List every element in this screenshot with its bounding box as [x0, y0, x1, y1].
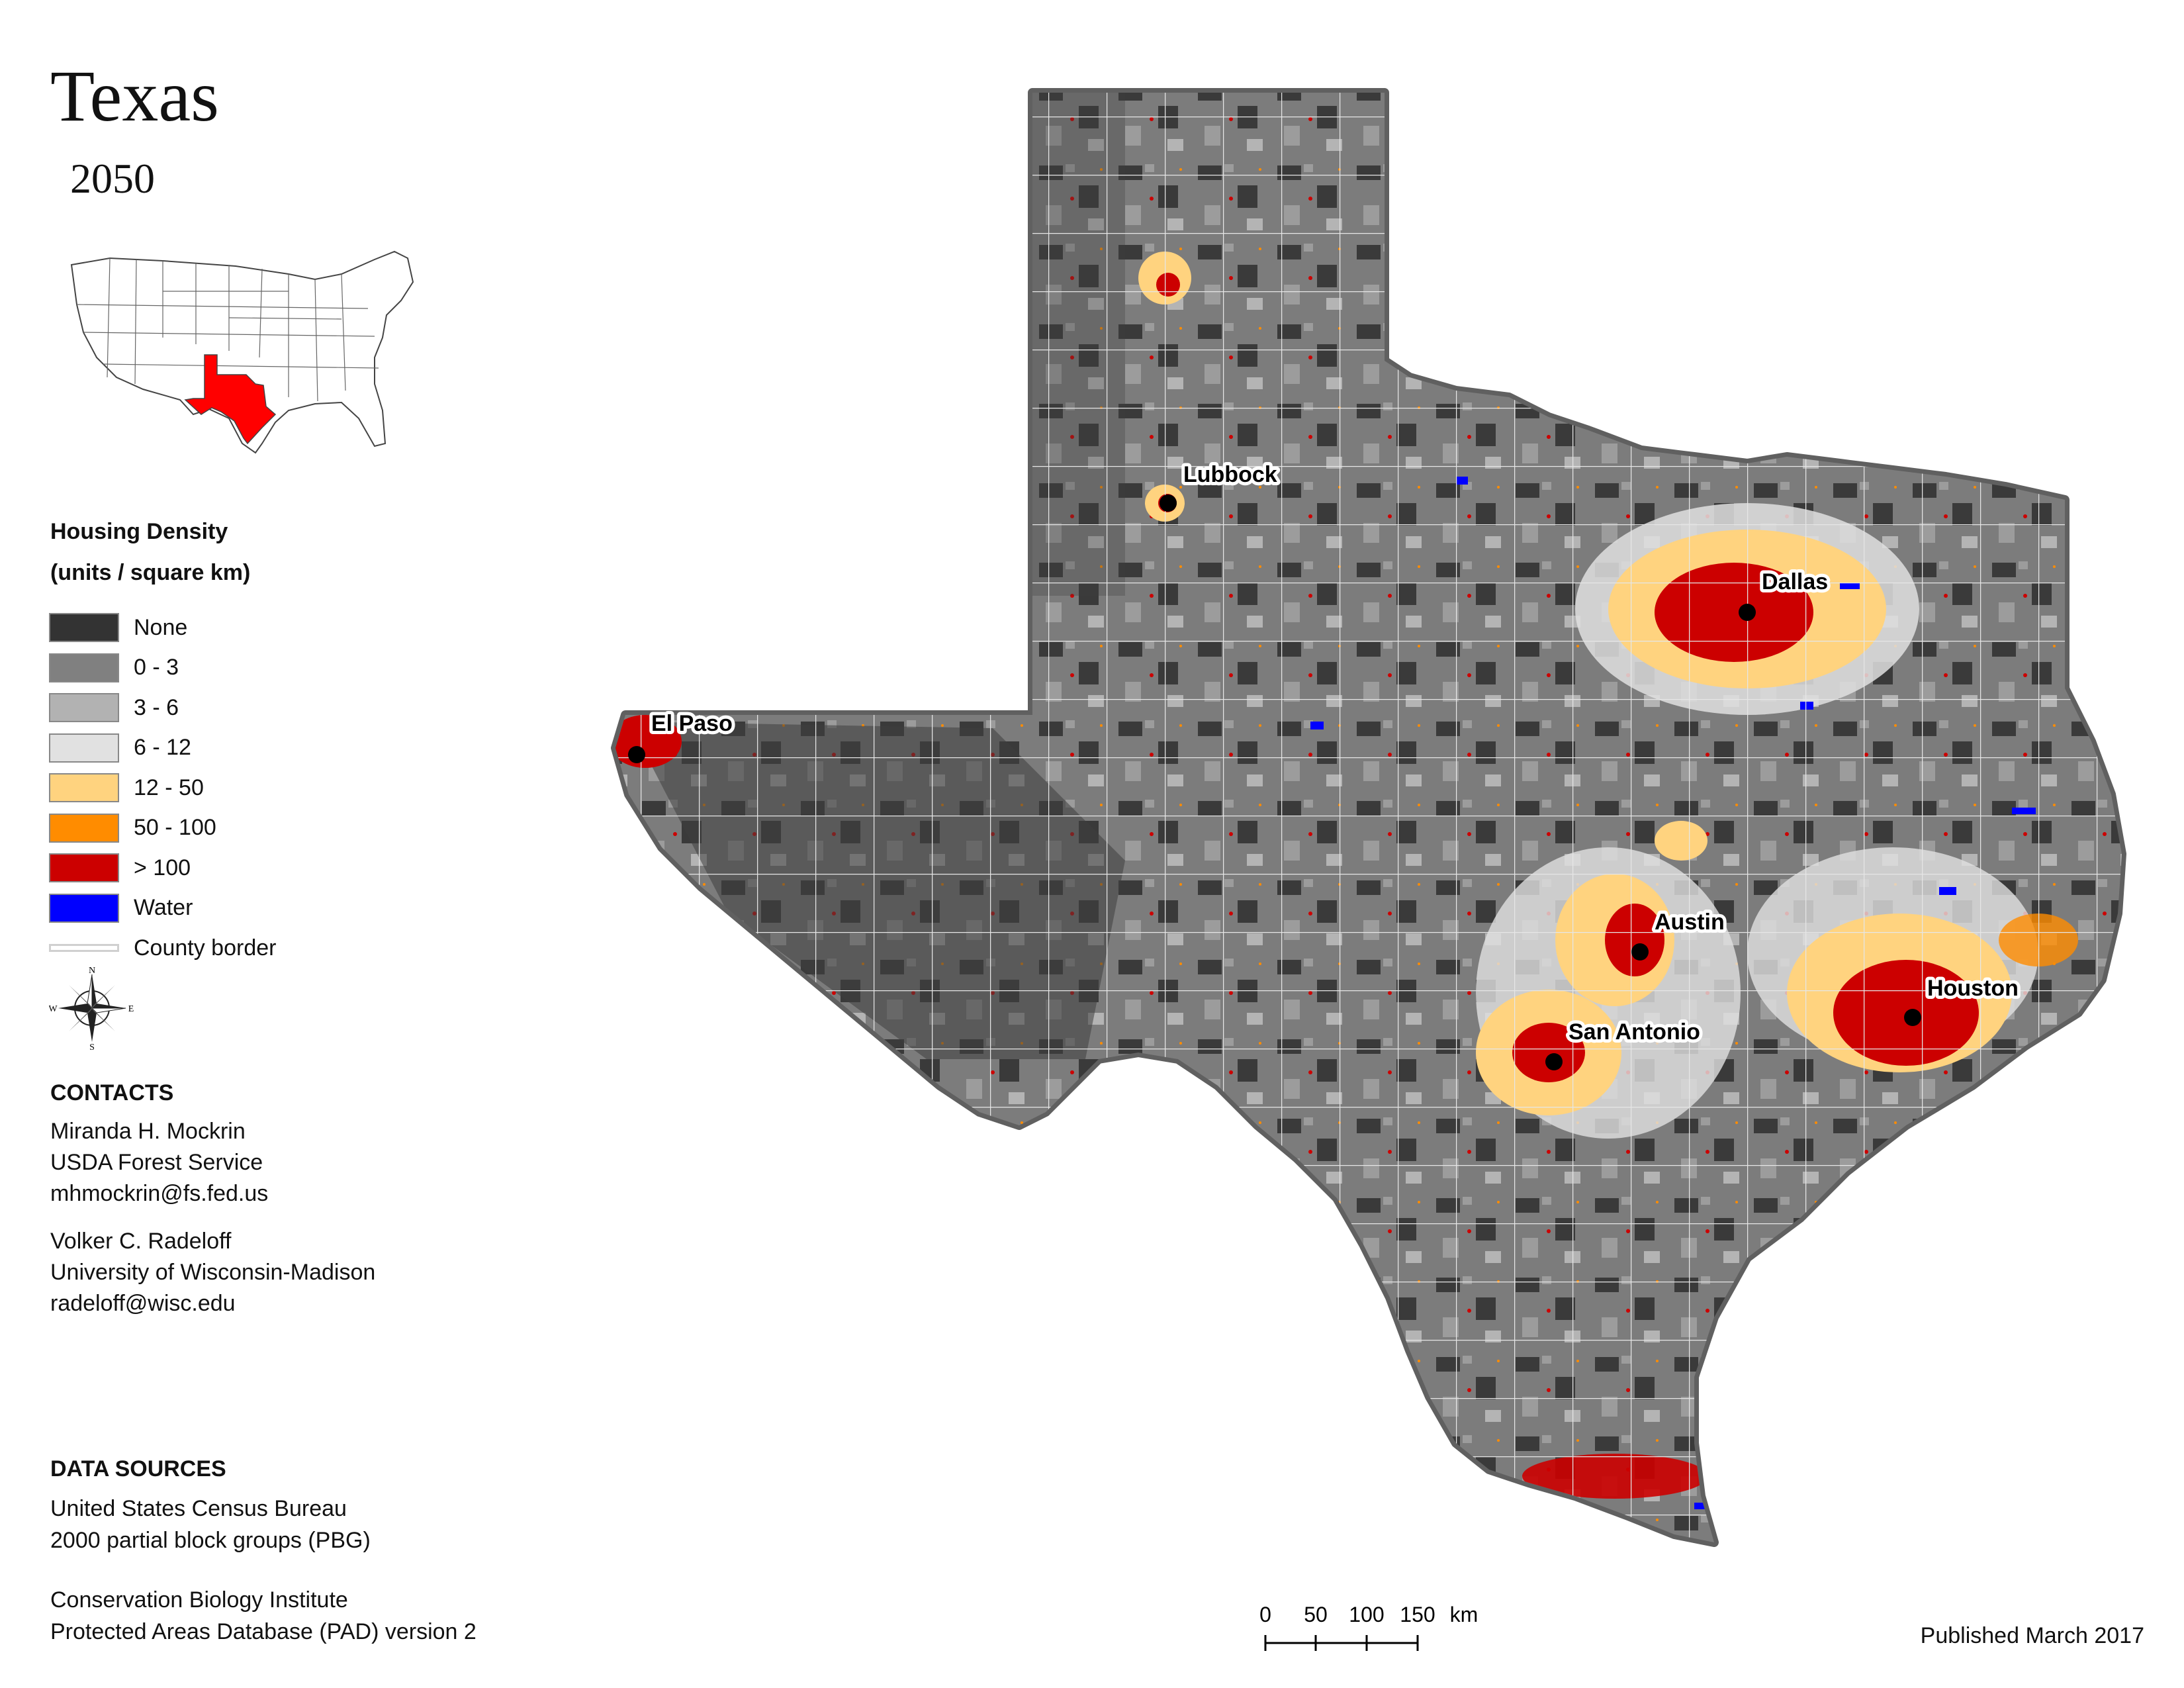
us-state-lines: [76, 258, 379, 402]
legend-item-6-12: 6 - 12: [49, 728, 276, 769]
legend-swatch: [49, 613, 119, 643]
city-label-lubbock: Lubbock: [1183, 462, 1277, 487]
legend-label: > 100: [134, 855, 191, 880]
scale-tick-0: 0: [1259, 1603, 1271, 1626]
map-year: 2050: [70, 155, 155, 202]
legend-swatch-line: [49, 944, 119, 953]
scale-tick-100: 100: [1349, 1603, 1384, 1626]
contact-org: University of Wisconsin-Madison: [50, 1260, 376, 1285]
legend-label: 50 - 100: [134, 815, 216, 841]
legend-title: Housing Density: [50, 519, 228, 544]
scale-bar: 0 50 100 150 km: [1259, 1603, 1478, 1651]
legend-label: 0 - 3: [134, 655, 179, 680]
city-point: [1739, 604, 1756, 621]
data-source-line: United States Census Bureau: [50, 1496, 347, 1521]
legend-swatch: [49, 773, 119, 803]
texas-highlight: [184, 354, 277, 445]
published-date: Published March 2017: [1920, 1623, 2144, 1648]
legend-swatch: [49, 733, 119, 763]
data-source-line: Protected Areas Database (PAD) version 2: [50, 1619, 477, 1644]
legend-label: Water: [134, 895, 193, 921]
legend-item-3-6: 3 - 6: [49, 688, 276, 728]
city-point: [1160, 494, 1177, 512]
data-source-line: 2000 partial block groups (PBG): [50, 1528, 371, 1553]
data-sources-heading: DATA SOURCES: [50, 1456, 226, 1481]
scale-tick-150: 150: [1400, 1603, 1435, 1626]
us-inset-map: [70, 250, 414, 454]
compass-rose-icon: N S E W: [49, 966, 134, 1051]
city-markers: [628, 494, 1921, 1070]
legend-item-county-border: County border: [49, 928, 276, 968]
legend-label: County border: [134, 935, 277, 961]
contact-name: Miranda H. Mockrin: [50, 1119, 246, 1144]
legend-swatch: [49, 813, 119, 843]
contact-email[interactable]: radeloff@wisc.edu: [50, 1291, 236, 1316]
city-label-san-antonio: San Antonio: [1569, 1019, 1700, 1045]
legend-item-0-3: 0 - 3: [49, 648, 276, 688]
legend-subtitle: (units / square km): [50, 560, 251, 585]
legend: None 0 - 3 3 - 6 6 - 12 12 - 50 50 - 100…: [49, 608, 276, 968]
texas-interior: [615, 93, 2122, 1542]
city-point: [1631, 943, 1649, 961]
legend-swatch: [49, 693, 119, 723]
compass-w: W: [49, 1004, 58, 1014]
legend-swatch: [49, 853, 119, 883]
compass-e: E: [128, 1004, 134, 1014]
city-label-austin: Austin: [1655, 910, 1725, 935]
compass-n: N: [89, 966, 95, 976]
legend-label: 3 - 6: [134, 694, 179, 720]
city-point: [628, 746, 645, 763]
scale-unit: km: [1450, 1603, 1479, 1626]
contact-email[interactable]: mhmockrin@fs.fed.us: [50, 1181, 269, 1206]
city-label-dallas: Dallas: [1762, 569, 1828, 594]
contact-name: Volker C. Radeloff: [50, 1229, 232, 1254]
legend-swatch: [49, 893, 119, 923]
scale-tick-50: 50: [1304, 1603, 1328, 1626]
contacts-heading: CONTACTS: [50, 1080, 174, 1105]
city-label-el-paso: El Paso: [651, 711, 733, 736]
city-label-houston: Houston: [1927, 976, 2019, 1001]
legend-label: 6 - 12: [134, 735, 191, 761]
contact-org: USDA Forest Service: [50, 1150, 263, 1175]
legend-item-none: None: [49, 608, 276, 648]
legend-item-12-50: 12 - 50: [49, 768, 276, 808]
legend-label: 12 - 50: [134, 774, 204, 800]
legend-swatch: [49, 653, 119, 682]
legend-item-water: Water: [49, 888, 276, 929]
compass-s: S: [89, 1043, 95, 1051]
data-source-line: Conservation Biology Institute: [50, 1587, 348, 1613]
city-point: [1545, 1053, 1563, 1070]
legend-item-over-100: > 100: [49, 848, 276, 888]
map-title: Texas: [50, 56, 219, 136]
legend-label: None: [134, 614, 188, 640]
city-labels: Lubbock Dallas El Paso Austin Houston Sa…: [648, 459, 2022, 1048]
legend-item-50-100: 50 - 100: [49, 808, 276, 849]
city-point: [1904, 1009, 1921, 1026]
